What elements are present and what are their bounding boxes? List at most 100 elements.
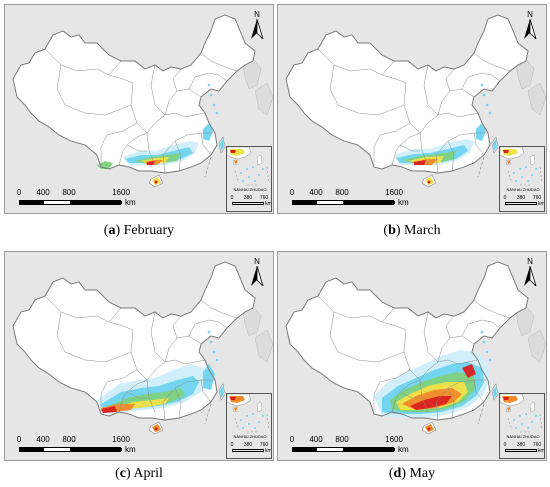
map-panel-c: N 0 400 800 1600 km NANHAI ZHUDAO 0 380 … <box>4 251 274 481</box>
inset-label: NANHAI ZHUDAO <box>233 187 267 192</box>
inset-island <box>262 415 264 417</box>
north-arrow: N <box>520 10 540 39</box>
inset-taiwan <box>529 401 536 413</box>
province-border <box>130 82 148 134</box>
province-border <box>419 112 479 134</box>
inset-island <box>246 415 248 417</box>
scale-bar-graphic <box>19 200 122 205</box>
inset-label: NANHAI ZHUDAO <box>506 187 540 192</box>
panel-caption: (a) February <box>103 223 175 238</box>
map-panel-d: N 0 400 800 1600 km NANHAI ZHUDAO 0 380 … <box>277 251 547 481</box>
inset-tick: 380 <box>243 442 253 448</box>
province-border <box>473 52 511 72</box>
province-border <box>423 311 439 363</box>
scale-bar: 0 400 800 1600 km <box>17 188 227 210</box>
province-border <box>329 64 405 116</box>
province-border <box>56 64 132 116</box>
inset-island <box>252 413 254 415</box>
caption-letter: d <box>393 466 402 481</box>
national-border <box>285 261 529 421</box>
inset-taiwan <box>256 401 263 413</box>
coastal-fleck <box>212 350 216 354</box>
province-border <box>391 379 421 413</box>
inset-island <box>525 413 527 415</box>
province-border <box>419 379 429 413</box>
province-border <box>126 391 147 399</box>
province-border <box>174 140 182 172</box>
province-border <box>172 315 182 339</box>
province-border <box>381 60 395 76</box>
scale-tick: 400 <box>36 435 50 444</box>
hainan-hotspot <box>427 427 431 431</box>
province-border <box>419 359 479 381</box>
scale-tick: 400 <box>309 435 323 444</box>
china-landmass <box>12 14 256 174</box>
inset-island <box>519 168 521 170</box>
inset-island <box>242 180 244 182</box>
inset-island <box>258 174 260 176</box>
south-china-sea-inset: NANHAI ZHUDAO 0 380 760 km <box>226 146 272 212</box>
province-border <box>445 68 455 92</box>
province-border <box>445 315 455 339</box>
north-label: N <box>254 10 260 19</box>
inset-island <box>254 427 256 429</box>
taiwan-zone <box>493 386 497 398</box>
suitability-zone-very-high <box>101 406 117 413</box>
province-border <box>108 307 122 323</box>
province-border <box>162 379 215 421</box>
province-border <box>329 311 405 363</box>
scale-bar: 0 400 800 1600 km <box>290 435 500 457</box>
province-border <box>399 391 420 399</box>
inset-tick: 0 <box>230 195 234 201</box>
province-border <box>118 379 148 413</box>
province-border <box>403 329 421 381</box>
inset-island <box>531 421 533 423</box>
province-border <box>473 132 485 156</box>
province-border <box>146 359 206 381</box>
province-border <box>473 299 511 319</box>
china-map <box>285 14 546 188</box>
caption-month: February <box>123 223 175 238</box>
scale-tick: 1600 <box>385 188 403 197</box>
north-label: N <box>254 257 260 266</box>
caption-letter: a <box>108 223 116 238</box>
scale-unit: km <box>398 445 409 454</box>
suitability-zone-low-mid <box>476 123 486 141</box>
coastal-fleck <box>212 103 216 107</box>
south-china-sea-inset: NANHAI ZHUDAO 0 380 760 km <box>499 393 545 459</box>
caption-month: April <box>133 466 163 481</box>
province-border <box>126 144 147 152</box>
caption-month: May <box>409 466 436 481</box>
north-arrow: N <box>247 10 267 39</box>
map-panel-a: N 0 400 800 1600 km NANHAI ZHUDAO 0 380 … <box>4 4 274 238</box>
inset-hainan-zone <box>507 160 510 164</box>
inset-island <box>535 168 537 170</box>
province-border <box>447 387 455 419</box>
north-label: N <box>527 257 533 266</box>
hainan-hotspot <box>427 180 431 184</box>
coastal-fleck <box>485 350 489 354</box>
province-border <box>146 379 156 413</box>
coastal-fleck <box>488 358 492 362</box>
china-map <box>12 14 273 188</box>
inset-dash-line <box>507 417 513 431</box>
province-border <box>118 132 148 166</box>
inset-island <box>262 168 264 170</box>
china-map <box>285 261 546 435</box>
inset-scale-bar: 0 380 760 km <box>230 442 272 456</box>
scale-tick: 800 <box>335 188 349 197</box>
inset-tick: 760 <box>259 195 269 201</box>
suitability-zone-very-high <box>410 396 452 410</box>
inset-zone-core <box>503 150 509 153</box>
inset-island <box>248 176 250 178</box>
scale-tick: 0 <box>16 435 22 444</box>
inset-unit: km <box>265 448 272 454</box>
inset-island <box>248 423 250 425</box>
suitability-zone-low-mid <box>203 364 215 390</box>
province-border <box>423 64 439 116</box>
inset-dash-line <box>539 413 543 431</box>
inset-island <box>513 172 515 174</box>
scale-unit: km <box>398 198 409 207</box>
province-border <box>403 82 421 134</box>
inset-bar <box>232 202 264 205</box>
